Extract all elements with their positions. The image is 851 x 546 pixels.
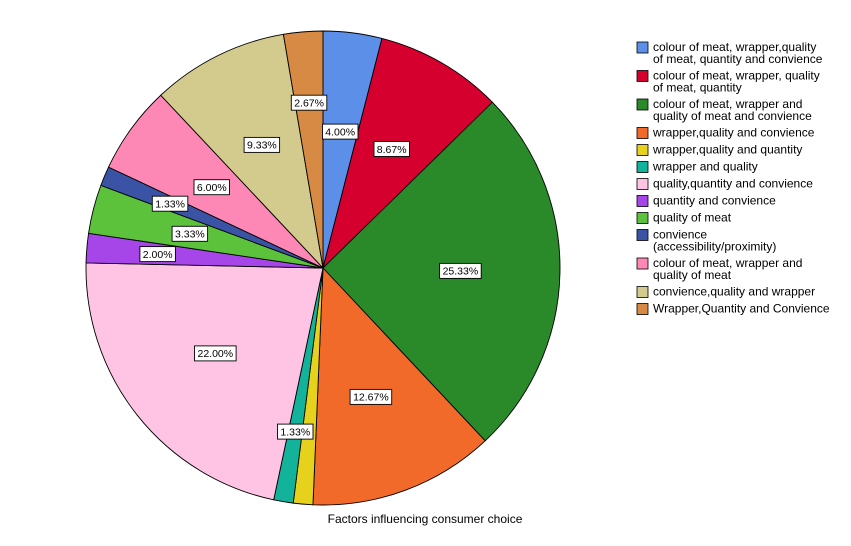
pie-slice-12 — [160, 33, 324, 270]
chart-caption: Factors influencing consumer choice — [328, 512, 523, 526]
slice-label-9: 3.33% — [171, 225, 209, 242]
slice-label-box — [349, 388, 393, 405]
legend-label: colour of meat, wrapper,quality — [653, 40, 816, 54]
slice-label-text: 2.67% — [294, 98, 324, 110]
legend-swatch — [636, 212, 649, 224]
pie-slice-4 — [312, 266, 486, 506]
slice-label-1: 4.00% — [322, 123, 359, 140]
slice-label-box — [139, 246, 176, 263]
legend-item-6: wrapper and quality — [636, 160, 758, 174]
legend-swatch — [636, 303, 649, 315]
legend-label: convience — [653, 228, 707, 242]
slice-label-box — [243, 136, 281, 153]
legend-swatch — [636, 41, 649, 54]
slice-label-text: 12.67% — [353, 392, 389, 404]
slice-label-box — [194, 345, 237, 362]
slice-label-box — [193, 179, 230, 196]
slice-label-text: 9.33% — [247, 140, 277, 152]
slice-label-7: 22.00% — [194, 345, 237, 362]
legend-swatch — [636, 257, 649, 270]
legend-swatch — [636, 70, 649, 82]
slice-label-8: 2.00% — [139, 246, 176, 263]
legend-item-10: convience(accessibility/proximity) — [636, 228, 776, 254]
slice-label-text: 1.33% — [280, 426, 310, 438]
slice-label-box — [171, 225, 209, 242]
slice-label-13: 2.67% — [290, 94, 328, 111]
legend-swatch — [636, 178, 649, 190]
slice-label-text: 1.33% — [155, 199, 185, 211]
legend-label: (accessibility/proximity) — [653, 240, 776, 254]
legend-swatch — [636, 286, 649, 298]
slice-label-box — [439, 262, 482, 279]
slice-label-6: 1.33% — [277, 423, 314, 440]
legend-label: of meat, quantity — [653, 81, 742, 95]
legend-label: quality,quantity and convience — [653, 177, 813, 191]
legend-item-8: quantity and convience — [636, 194, 776, 208]
legend-label: of meat, quantity and convience — [653, 52, 823, 66]
legend-label: colour of meat, wrapper, quality — [653, 69, 820, 83]
pie-slice-13 — [282, 30, 324, 269]
slice-label-text: 22.00% — [197, 348, 233, 360]
slice-label-box — [151, 195, 189, 212]
legend-swatch — [636, 195, 649, 207]
slice-label-text: 3.33% — [175, 229, 205, 241]
slice-label-text: 6.00% — [197, 182, 227, 194]
pie-slice-7 — [85, 262, 324, 501]
slice-label-text: 2.00% — [143, 249, 173, 261]
legend-label: wrapper,quality and convience — [652, 126, 815, 140]
slice-label-box — [277, 423, 314, 440]
legend-label: convience,quality and wrapper — [653, 285, 815, 299]
legend-item-7: quality,quantity and convience — [636, 177, 813, 191]
legend-label: wrapper,quality and quantity — [652, 143, 802, 157]
slice-label-box — [322, 123, 359, 140]
slice-label-text: 25.33% — [443, 266, 479, 278]
legend-label: quality of meat — [653, 211, 732, 225]
legend-item-5: wrapper,quality and quantity — [636, 143, 802, 157]
legend-item-4: wrapper,quality and convience — [636, 126, 815, 140]
legend-swatch — [636, 98, 649, 111]
slice-label-11: 6.00% — [193, 179, 230, 196]
legend-label: quantity and convience — [653, 194, 776, 208]
legend-swatch — [636, 161, 649, 173]
legend-label: wrapper and quality — [652, 160, 758, 174]
legend-label: colour of meat, wrapper and — [653, 97, 802, 111]
legend-item-9: quality of meat — [636, 211, 732, 225]
slice-label-4: 12.67% — [349, 388, 393, 405]
legend-item-13: Wrapper,Quantity and Convience — [636, 302, 830, 316]
legend-swatch — [636, 127, 649, 139]
legend-label: quality of meat — [653, 268, 732, 282]
legend-swatch — [636, 229, 649, 241]
slice-labels: 4.00% 8.67% 25.33% 12.67% 1.33% 22.00% 2.00%3.… — [139, 94, 482, 440]
slice-label-2: 8.67% — [373, 141, 410, 157]
slice-label-10: 1.33% — [151, 195, 189, 212]
legend-label: quality of meat and convience — [653, 109, 812, 123]
slice-label-box — [373, 141, 410, 157]
legend-label: Wrapper,Quantity and Convience — [653, 302, 830, 316]
legend-label: colour of meat, wrapper and — [653, 256, 802, 270]
slice-label-box — [290, 94, 328, 111]
slice-label-text: 8.67% — [377, 144, 407, 156]
slice-label-text: 4.00% — [325, 126, 355, 138]
slice-label-3: 25.33% — [439, 262, 482, 279]
legend-item-12: convience,quality and wrapper — [636, 285, 815, 299]
legend-swatch — [636, 144, 649, 156]
slice-label-12: 9.33% — [243, 136, 281, 153]
